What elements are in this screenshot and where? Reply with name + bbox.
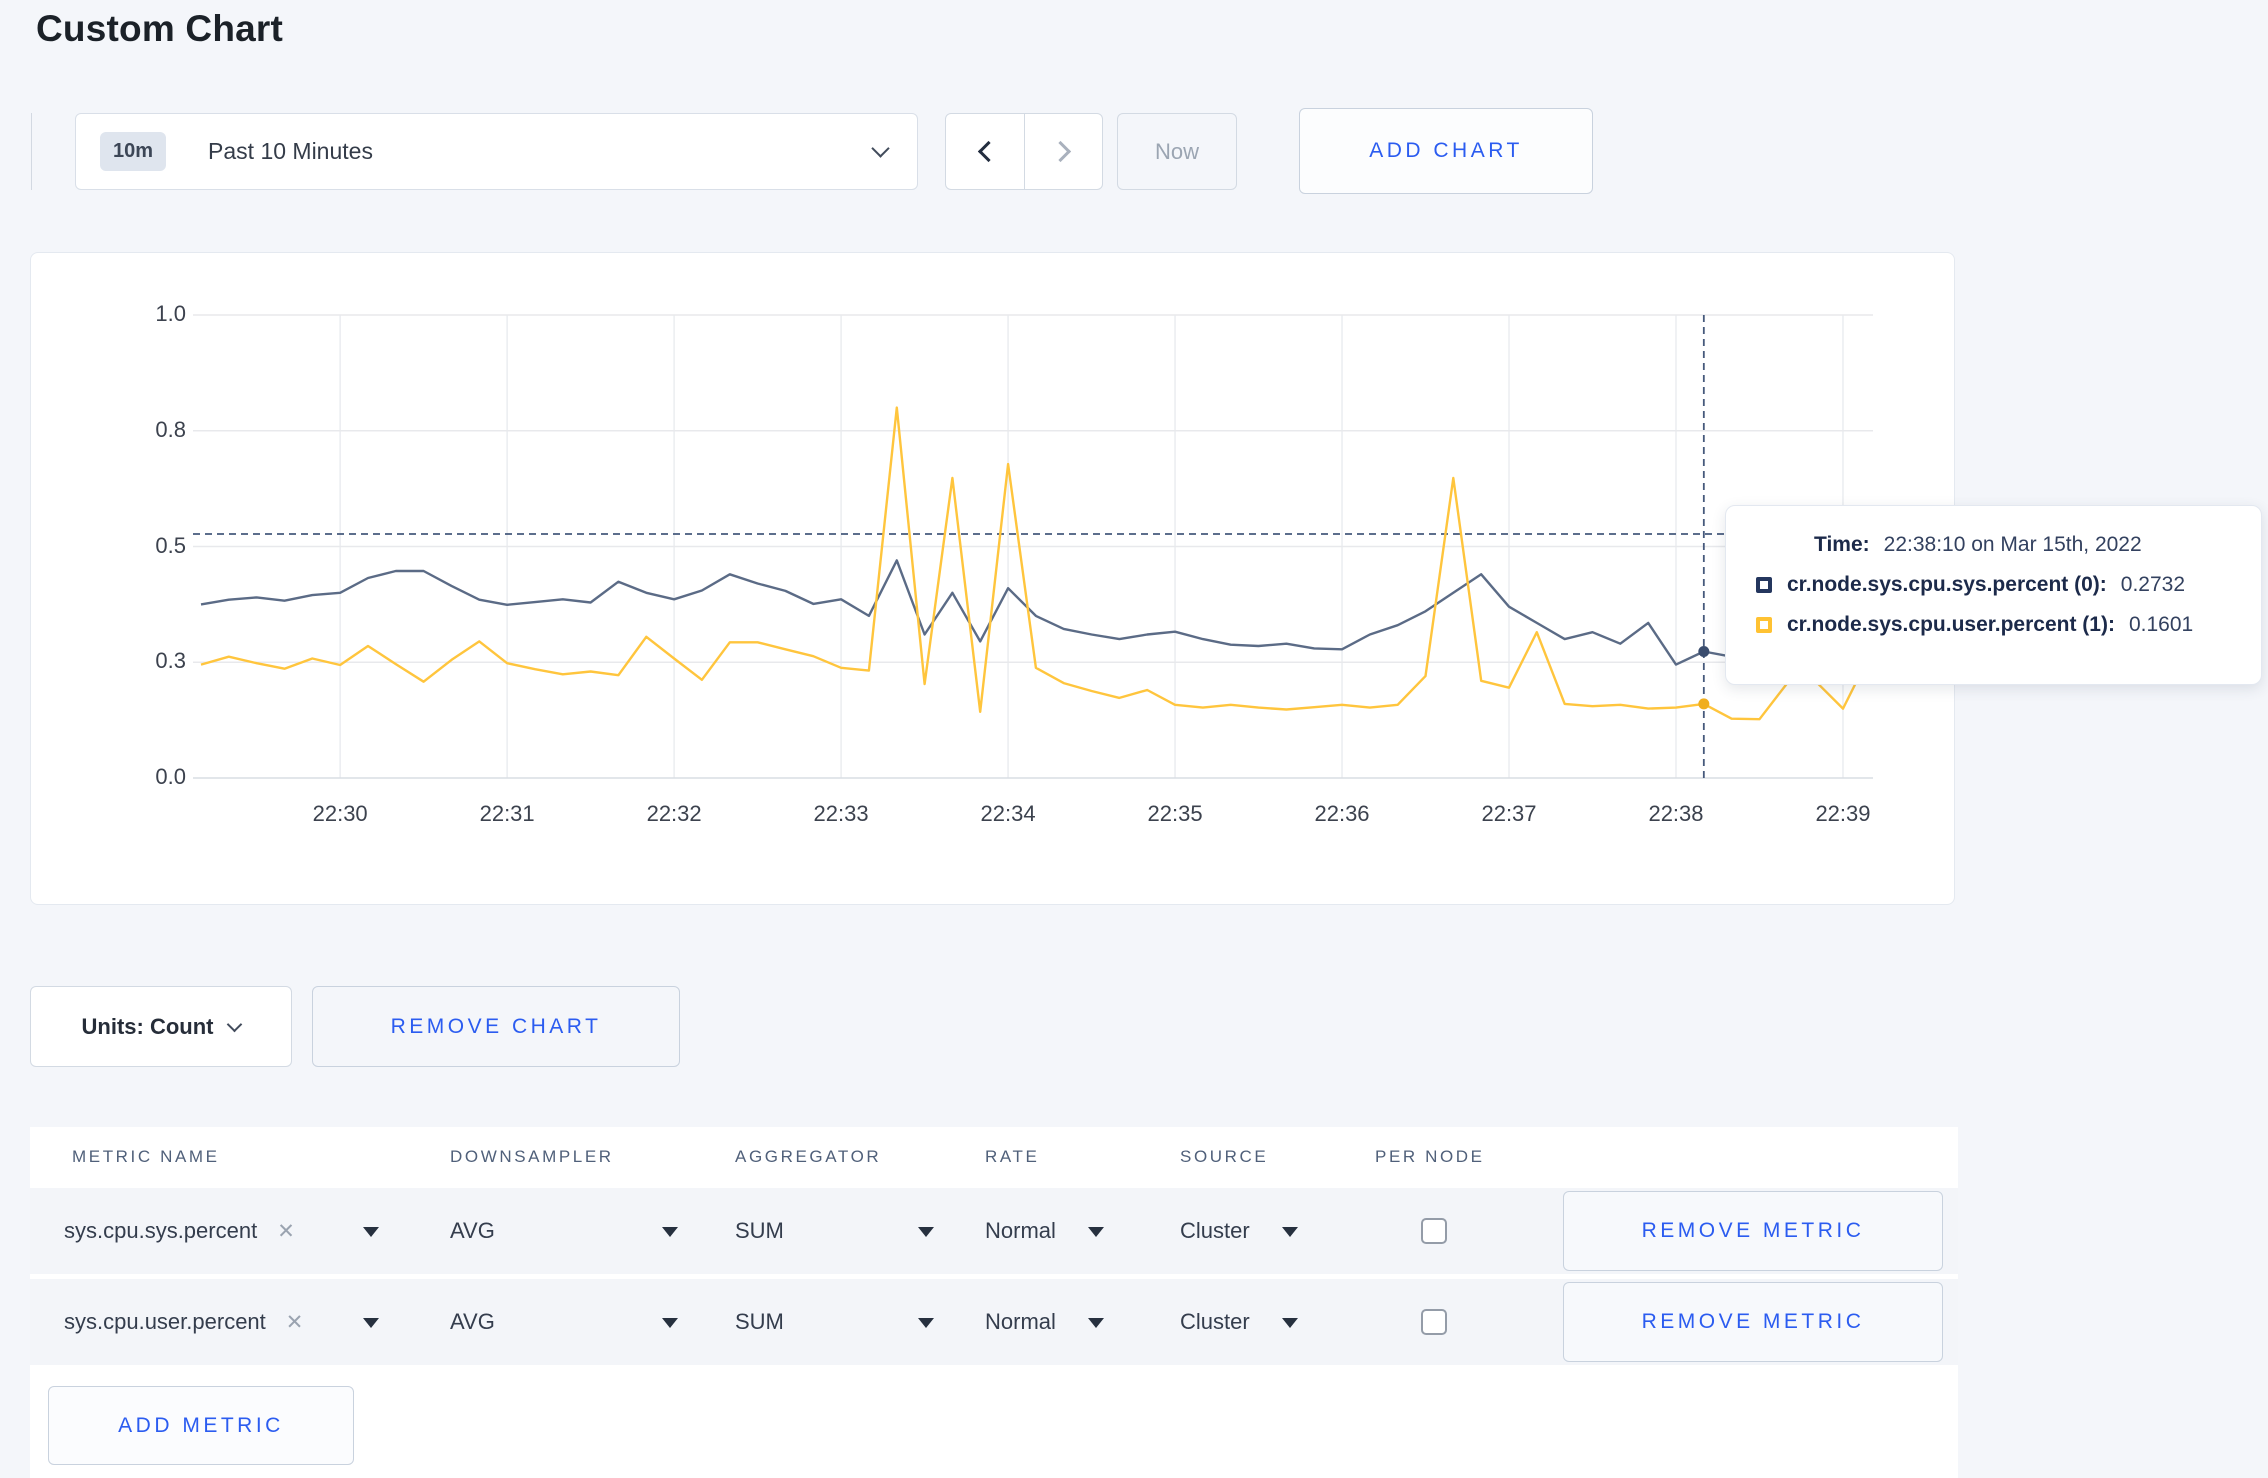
column-header-downsampler: DOWNSAMPLER — [450, 1147, 614, 1166]
per-node-checkbox[interactable] — [1421, 1309, 1447, 1335]
y-tick-label: 0.0 — [155, 764, 186, 789]
chevron-down-icon[interactable] — [662, 1318, 678, 1328]
metric-name-select[interactable]: sys.cpu.user.percent ✕ — [64, 1309, 303, 1335]
chevron-down-icon[interactable] — [363, 1227, 379, 1237]
x-tick-label: 22:35 — [1147, 801, 1203, 826]
clear-metric-icon[interactable]: ✕ — [285, 1311, 304, 1334]
page-title: Custom Chart — [36, 8, 284, 49]
timeseries-plot[interactable] — [193, 314, 1893, 779]
aggregator-select[interactable]: SUM — [735, 1218, 784, 1243]
next-time-button[interactable] — [1024, 114, 1102, 189]
tooltip-series-value: 0.2732 — [2120, 573, 2186, 596]
prev-time-button[interactable] — [946, 114, 1024, 189]
units-label: Units: Count — [81, 1013, 214, 1039]
aggregator-select[interactable]: SUM — [735, 1309, 784, 1334]
now-button[interactable]: Now — [1117, 113, 1237, 190]
column-header-per-node: PER NODE — [1375, 1147, 1485, 1166]
rate-select[interactable]: Normal — [985, 1309, 1056, 1334]
y-tick-label: 1.0 — [155, 301, 186, 326]
time-range-selector[interactable]: 10m Past 10 Minutes — [75, 113, 918, 190]
metric-name-select[interactable]: sys.cpu.sys.percent ✕ — [64, 1218, 295, 1244]
x-tick-label: 22:34 — [980, 801, 1036, 826]
chevron-down-icon[interactable] — [363, 1318, 379, 1328]
x-tick-label: 22:38 — [1648, 801, 1704, 826]
chevron-down-icon[interactable] — [918, 1318, 934, 1328]
time-range-badge: 10m — [100, 132, 167, 171]
chevron-down-icon[interactable] — [1088, 1227, 1104, 1237]
chevron-down-icon[interactable] — [662, 1227, 678, 1237]
time-range-label: Past 10 Minutes — [208, 138, 373, 164]
source-select[interactable]: Cluster — [1180, 1218, 1250, 1243]
metric-name-value: sys.cpu.user.percent — [64, 1309, 266, 1334]
downsampler-select[interactable]: AVG — [450, 1309, 495, 1334]
add-chart-button[interactable]: ADD CHART — [1299, 108, 1593, 194]
tooltip-series-value: 0.1601 — [2128, 613, 2194, 636]
per-node-checkbox[interactable] — [1421, 1218, 1447, 1244]
y-tick-label: 0.8 — [155, 416, 186, 442]
x-tick-label: 22:30 — [312, 801, 368, 826]
column-header-rate: RATE — [985, 1147, 1040, 1166]
rate-select[interactable]: Normal — [985, 1218, 1056, 1243]
chart-tooltip: Time: 22:38:10 on Mar 15th, 2022 cr.node… — [1725, 505, 2262, 685]
tooltip-time-label: Time: — [1814, 533, 1870, 556]
source-select[interactable]: Cluster — [1180, 1309, 1250, 1334]
chevron-down-icon[interactable] — [918, 1227, 934, 1237]
column-header-metric-name: METRIC NAME — [72, 1147, 220, 1166]
chevron-down-icon — [227, 1016, 243, 1033]
x-tick-label: 22:31 — [479, 801, 535, 826]
metric-name-value: sys.cpu.sys.percent — [64, 1218, 258, 1243]
remove-chart-button[interactable]: REMOVE CHART — [312, 986, 680, 1067]
table-row: sys.cpu.user.percent ✕ AVG SUM Normal Clu… — [30, 1279, 1958, 1365]
tooltip-series-name: cr.node.sys.cpu.user.percent (1): — [1787, 613, 2115, 636]
chart-card — [30, 252, 1955, 905]
controls-divider — [31, 113, 32, 190]
column-header-aggregator: AGGREGATOR — [735, 1147, 882, 1166]
y-tick-label: 0.3 — [155, 648, 186, 674]
remove-metric-button[interactable]: REMOVE METRIC — [1563, 1282, 1943, 1362]
table-row: sys.cpu.sys.percent ✕ AVG SUM Normal Clus… — [30, 1188, 1958, 1274]
downsampler-select[interactable]: AVG — [450, 1218, 495, 1243]
y-tick-label: 0.5 — [155, 532, 186, 558]
chevron-down-icon — [871, 139, 890, 158]
units-dropdown[interactable]: Units: Count — [30, 986, 292, 1067]
chevron-down-icon[interactable] — [1282, 1227, 1298, 1237]
remove-metric-button[interactable]: REMOVE METRIC — [1563, 1191, 1943, 1271]
x-tick-label: 22:39 — [1815, 801, 1871, 826]
series-swatch-sys-icon — [1756, 577, 1772, 593]
time-pager — [945, 113, 1103, 190]
series-swatch-user-icon — [1756, 617, 1772, 633]
add-metric-button[interactable]: ADD METRIC — [48, 1386, 354, 1465]
chevron-left-icon — [977, 140, 999, 163]
x-tick-label: 22:36 — [1314, 801, 1370, 826]
tooltip-time-value: 22:38:10 on Mar 15th, 2022 — [1883, 533, 2142, 556]
x-tick-label: 22:32 — [646, 801, 702, 826]
chevron-down-icon[interactable] — [1088, 1318, 1104, 1328]
x-tick-label: 22:33 — [813, 801, 869, 826]
clear-metric-icon[interactable]: ✕ — [277, 1220, 295, 1243]
x-tick-label: 22:37 — [1481, 801, 1537, 826]
chevron-down-icon[interactable] — [1282, 1318, 1298, 1328]
chevron-right-icon — [1049, 140, 1072, 163]
column-header-source: SOURCE — [1180, 1147, 1269, 1166]
tooltip-series-name: cr.node.sys.cpu.sys.percent (0): — [1787, 573, 2107, 596]
